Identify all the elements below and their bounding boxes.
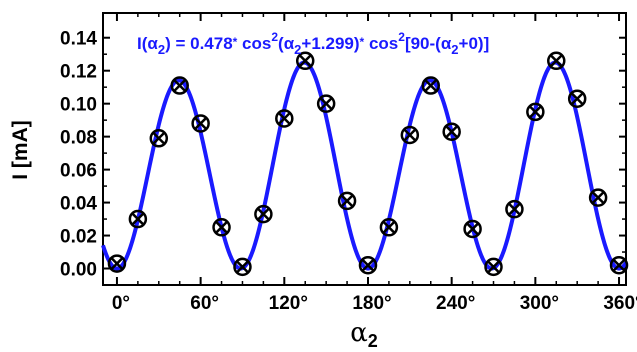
data-point	[275, 109, 294, 128]
data-markers	[107, 51, 629, 277]
data-point	[254, 204, 273, 224]
y-axis-label: I [mA]	[9, 120, 32, 180]
y-tick-label: 0.14	[60, 29, 97, 50]
data-point	[170, 76, 189, 95]
data-point	[149, 129, 169, 148]
x-axis-label: α2	[350, 318, 378, 351]
x-ticks: 0° 60° 120° 180° 240° 300° 360°	[112, 13, 637, 314]
data-point	[442, 122, 461, 141]
y-tick-label: 0.12	[60, 62, 97, 83]
data-point	[337, 191, 357, 211]
x-tick-label: 0°	[112, 293, 130, 314]
plot-frame	[102, 12, 627, 286]
data-point	[421, 76, 440, 95]
y-tick-label: 0.04	[60, 194, 97, 215]
x-tick-label: 240°	[436, 293, 475, 314]
y-tick-label: 0.06	[60, 161, 97, 182]
y-tick-label: 0.08	[60, 128, 97, 149]
data-point	[212, 218, 231, 237]
data-point	[128, 209, 148, 229]
data-point	[484, 257, 503, 277]
y-tick-label: 0.02	[60, 227, 97, 248]
data-point	[400, 125, 420, 145]
data-point	[463, 219, 482, 239]
x-tick-label: 60°	[190, 293, 219, 314]
x-tick-label: 300°	[520, 293, 559, 314]
y-tick-label: 0.00	[60, 260, 97, 281]
data-point	[191, 114, 210, 133]
data-point	[358, 255, 378, 275]
x-tick-label: 120°	[269, 293, 308, 314]
data-point	[505, 199, 524, 219]
data-point	[379, 218, 399, 237]
data-point	[526, 102, 545, 122]
x-tick-label: 360°	[603, 293, 637, 314]
data-point	[233, 257, 252, 277]
data-point	[316, 94, 336, 113]
fit-formula: I(α2) = 0.478* cos2(α2+1.299)* cos2[90-(…	[137, 30, 489, 57]
data-point	[588, 188, 608, 207]
data-point	[295, 51, 315, 71]
data-point	[567, 89, 587, 108]
y-tick-label: 0.10	[60, 95, 97, 116]
x-tick-label: 180°	[352, 293, 391, 314]
y-ticks: 0.00 0.02 0.04 0.06 0.08 0.10 0.12 0.14	[60, 29, 626, 281]
data-point	[107, 254, 127, 273]
data-point	[547, 51, 566, 71]
data-point	[609, 255, 629, 275]
